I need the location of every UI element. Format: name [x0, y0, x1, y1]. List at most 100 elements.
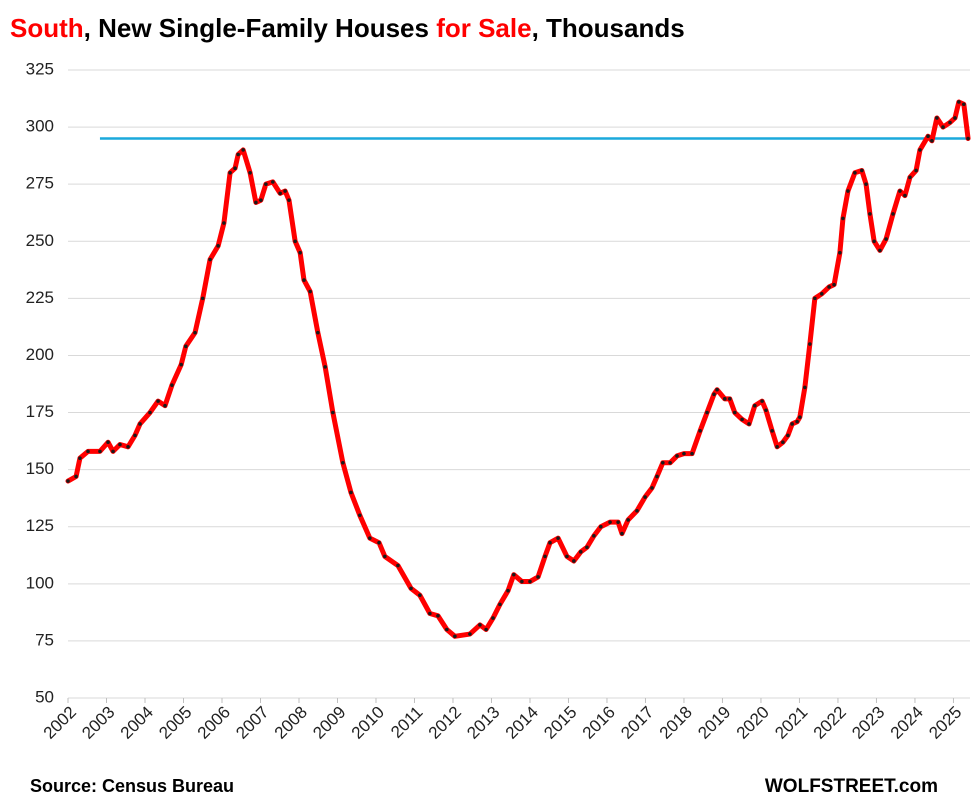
data-point [891, 212, 895, 216]
data-point [786, 433, 790, 438]
data-point [208, 257, 212, 262]
data-point [293, 239, 297, 244]
data-point [626, 518, 630, 522]
data-point [341, 460, 345, 465]
data-point [179, 362, 183, 367]
x-tick-label: 2002 [40, 703, 80, 743]
data-point [682, 451, 686, 456]
data-point [118, 442, 122, 447]
data-point [740, 417, 744, 422]
x-tick-label: 2012 [425, 703, 465, 743]
data-point [953, 116, 957, 120]
data-point [302, 278, 306, 282]
data-point [66, 479, 70, 483]
data-point [193, 330, 197, 335]
data-point [565, 554, 569, 559]
data-point [358, 513, 362, 518]
y-tick-label: 50 [35, 687, 54, 706]
data-point [643, 495, 647, 499]
title-part: , Thousands [532, 13, 685, 43]
data-point [498, 602, 502, 607]
y-tick-label: 175 [26, 402, 54, 421]
credit: WOLFSTREET.com [765, 776, 938, 797]
data-point [200, 296, 205, 301]
data-point [775, 445, 779, 449]
data-point [770, 429, 774, 433]
x-tick-label: 2006 [194, 703, 234, 743]
x-tick-label: 2003 [78, 703, 118, 743]
data-point [819, 291, 824, 296]
x-tick-label: 2022 [810, 703, 850, 743]
data-point [668, 460, 672, 465]
y-tick-label: 325 [26, 59, 54, 78]
data-point [918, 148, 922, 152]
data-point [271, 180, 275, 184]
data-point [722, 397, 727, 401]
data-point [520, 579, 524, 584]
data-point [106, 440, 110, 445]
data-point [655, 474, 659, 479]
data-point [445, 627, 449, 632]
data-point [377, 540, 381, 545]
y-tick-label: 275 [26, 174, 54, 193]
data-point [331, 410, 335, 415]
data-point [506, 588, 510, 593]
data-point [795, 419, 799, 424]
data-point [832, 282, 836, 287]
x-tick-label: 2019 [694, 703, 734, 743]
y-tick-label: 200 [26, 345, 54, 364]
data-point [690, 451, 694, 456]
data-point [148, 410, 152, 415]
data-point [747, 422, 751, 426]
data-point [228, 170, 232, 175]
x-tick-label: 2021 [771, 703, 811, 743]
data-point [908, 175, 912, 180]
data-point [283, 189, 287, 193]
data-point [491, 616, 495, 620]
data-point [264, 182, 268, 186]
data-point [808, 342, 812, 346]
x-tick-label: 2004 [117, 703, 157, 743]
data-point [698, 429, 702, 433]
x-tick-label: 2025 [925, 703, 965, 743]
y-tick-label: 250 [26, 231, 54, 250]
data-point [98, 449, 102, 454]
data-point [572, 559, 576, 563]
y-tick-label: 225 [26, 288, 54, 307]
x-tick-label: 2017 [617, 703, 657, 743]
data-point [914, 168, 918, 173]
data-point [790, 422, 794, 426]
data-point [781, 440, 785, 445]
data-point [813, 296, 817, 301]
data-point [556, 536, 560, 540]
data-point [957, 100, 961, 104]
data-point [752, 403, 757, 408]
data-point [827, 285, 831, 289]
data-point [216, 244, 220, 248]
y-tick-label: 150 [26, 459, 54, 478]
data-point [941, 125, 945, 129]
x-tick-label: 2018 [656, 703, 696, 743]
x-tick-label: 2005 [155, 703, 195, 743]
data-point [930, 138, 934, 143]
data-point [727, 397, 732, 401]
x-tick-label: 2016 [579, 703, 619, 743]
data-point [383, 554, 387, 559]
x-tick-label: 2009 [309, 703, 349, 743]
data-point [962, 102, 966, 107]
data-point [287, 198, 291, 202]
data-point [163, 403, 167, 408]
y-tick-label: 75 [35, 630, 54, 649]
data-point [259, 198, 263, 202]
data-point [599, 524, 603, 529]
data-point [732, 410, 737, 415]
data-point [316, 330, 320, 335]
data-point [436, 613, 440, 618]
data-point [660, 460, 665, 465]
data-point [468, 632, 472, 636]
x-tick-label: 2020 [733, 703, 773, 743]
data-point [878, 248, 882, 253]
y-tick-label: 125 [26, 516, 54, 535]
data-point [222, 221, 226, 225]
data-point [170, 383, 174, 387]
